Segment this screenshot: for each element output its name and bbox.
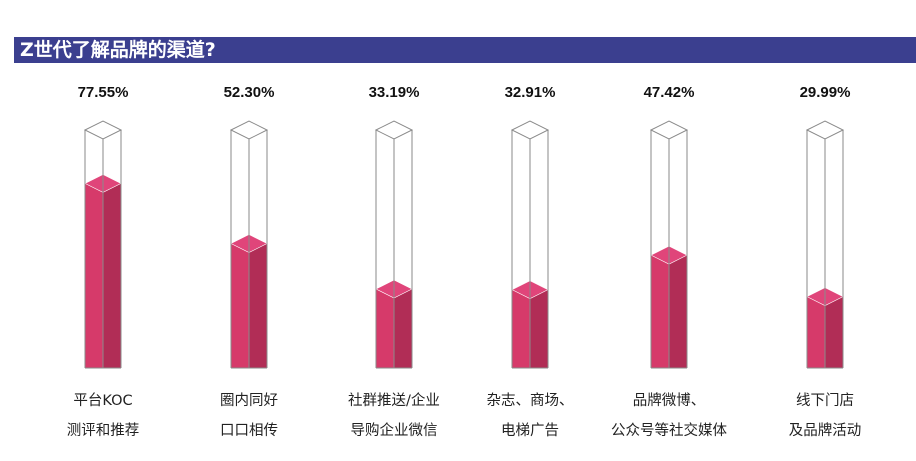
category-label: 社群推送/企业 <box>348 391 440 409</box>
tube-top-outline <box>229 120 269 140</box>
data-label: 52.30% <box>224 84 275 101</box>
tube-top-outline <box>805 120 845 140</box>
category-label: 及品牌活动 <box>789 422 862 439</box>
category-label: 平台KOC <box>73 392 132 409</box>
bar-fill-side <box>249 243 267 368</box>
tube-top-outline <box>374 120 414 140</box>
bar-fill-front <box>512 289 530 368</box>
data-label: 33.19% <box>369 84 420 101</box>
bar-fill-front <box>231 243 249 368</box>
data-label: 47.42% <box>644 84 695 101</box>
category-label: 公众号等社交媒体 <box>611 421 727 439</box>
bar-fill-side <box>103 183 121 368</box>
chart-title: Z世代了解品牌的渠道? <box>20 39 216 61</box>
category-label: 测评和推荐 <box>67 422 140 439</box>
tube-top-outline <box>83 120 123 140</box>
bar-fill-side <box>825 296 843 368</box>
category-label: 品牌微博、 <box>633 392 706 409</box>
category-label: 杂志、商场、 <box>487 392 574 409</box>
data-label: 32.91% <box>505 84 556 101</box>
bar-fill-side <box>394 289 412 368</box>
bar-fill-front <box>807 296 825 368</box>
data-label: 29.99% <box>800 84 851 101</box>
bar-fill-front <box>651 255 669 368</box>
category-label: 圈内同好 <box>220 392 278 409</box>
bar-fill-front <box>376 289 394 368</box>
category-label: 电梯广告 <box>501 422 559 439</box>
bar-fill-front <box>85 183 103 368</box>
category-label: 导购企业微信 <box>351 421 438 439</box>
bar-fill-side <box>669 255 687 368</box>
bar-fill-side <box>530 289 548 368</box>
data-label: 77.55% <box>78 84 129 101</box>
tube-top-outline <box>649 120 689 140</box>
title-bar <box>14 37 916 63</box>
tube-top-outline <box>510 120 550 140</box>
category-label: 口口相传 <box>220 422 278 439</box>
category-label: 线下门店 <box>796 392 854 409</box>
